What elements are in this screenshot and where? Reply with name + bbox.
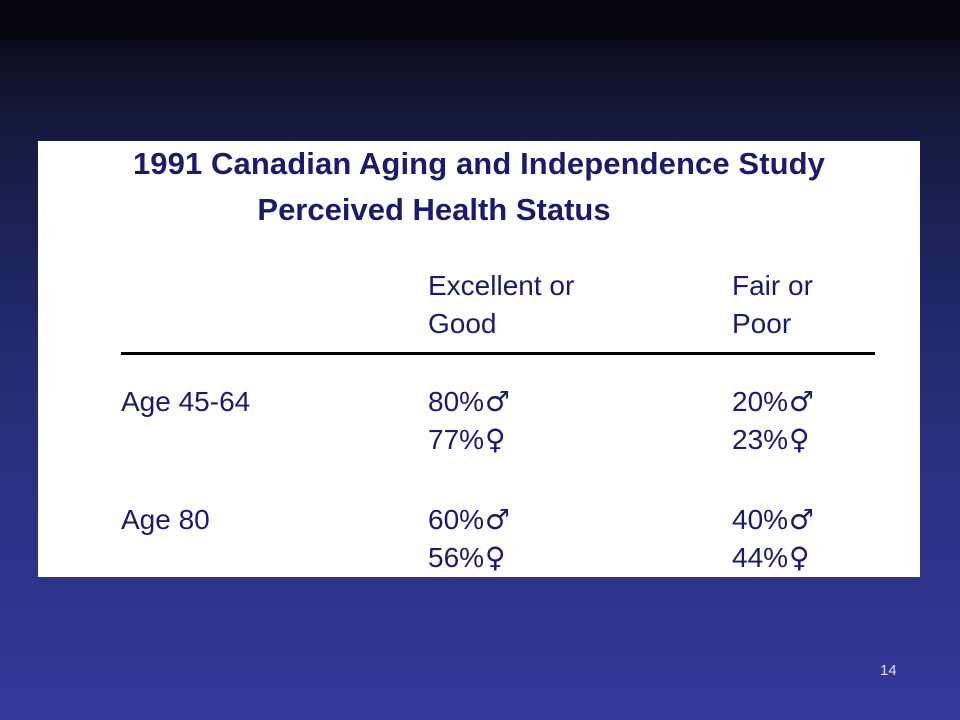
male-symbol-icon: ♂ [789,503,815,536]
column-header-line: Fair or [732,270,813,301]
male-symbol-icon: ♂ [485,503,511,536]
value-male: 20%♂ [732,385,815,418]
cell-age-45-64-excellent-good: 80%♂ 77%♀ [428,383,510,459]
column-header-fair-poor: Fair or Poor [732,267,813,343]
female-symbol-icon: ♀ [485,423,506,456]
cell-age-80-excellent-good: 60%♂ 56%♀ [428,501,510,577]
value-female: 56%♀ [428,541,506,574]
title-line-1: 1991 Canadian Aging and Independence Stu… [132,146,826,181]
value-male: 40%♂ [732,503,815,536]
cell-age-80-fair-poor: 40%♂ 44%♀ [732,501,814,577]
value-male: 60%♂ [428,503,511,536]
column-header-line: Poor [732,308,792,339]
row-label-age-45-64: Age 45-64 [121,386,251,417]
female-symbol-icon: ♀ [485,541,506,574]
cell-age-45-64-fair-poor: 20%♂ 23%♀ [732,383,814,459]
slide-content-panel: 1991 Canadian Aging and Independence Stu… [38,141,920,577]
column-header-line: Excellent or [428,270,575,301]
column-header-excellent-good: Excellent or Good [428,267,574,343]
title-line-2: Perceived Health Status [257,192,611,227]
header-divider [121,352,875,355]
value-female: 77%♀ [428,423,506,456]
male-symbol-icon: ♂ [485,385,511,418]
column-header-line: Good [428,308,497,339]
page-number: 14 [880,662,897,679]
value-female: 23%♀ [732,423,810,456]
female-symbol-icon: ♀ [789,423,810,456]
top-band [0,0,960,40]
slide-title: 1991 Canadian Aging and Independence Stu… [38,141,920,233]
row-label-age-80: Age 80 [121,504,210,535]
male-symbol-icon: ♂ [789,385,815,418]
value-male: 80%♂ [428,385,511,418]
value-female: 44%♀ [732,541,810,574]
female-symbol-icon: ♀ [789,541,810,574]
